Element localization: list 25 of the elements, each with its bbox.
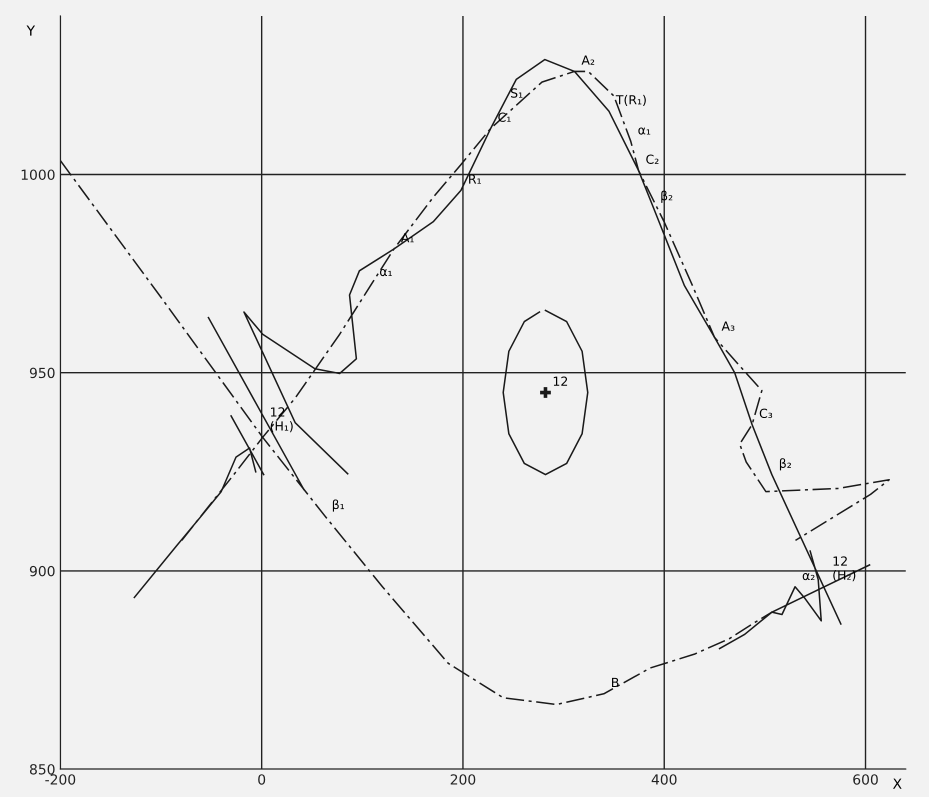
y-tick-label: 950 bbox=[30, 368, 55, 378]
annotation: R₁ bbox=[469, 174, 481, 184]
annotation: β₁ bbox=[332, 499, 344, 512]
annotation: T(R₁) bbox=[616, 94, 646, 106]
annotation: α₁ bbox=[380, 268, 392, 276]
annotation: B bbox=[612, 678, 618, 688]
annotation: A₃ bbox=[722, 322, 734, 331]
y-tick-label: 850 bbox=[30, 764, 55, 775]
x-tick-label: -200 bbox=[45, 774, 76, 785]
x-tick-label: 600 bbox=[853, 774, 878, 785]
annotation: S₁ bbox=[510, 88, 522, 98]
y-axis-title: Y bbox=[26, 26, 36, 36]
annotation: α₁ bbox=[638, 127, 650, 135]
annotation: α₂ bbox=[802, 573, 814, 580]
annotation: C₂ bbox=[646, 154, 658, 164]
x-tick-label: 400 bbox=[652, 774, 677, 785]
annotation: C₃ bbox=[760, 408, 772, 418]
x-axis-title: X bbox=[892, 778, 902, 789]
annotation: 12 bbox=[554, 376, 568, 386]
x-tick-label: 200 bbox=[450, 774, 476, 785]
y-tick-label: 900 bbox=[30, 566, 55, 576]
annotation: A₂ bbox=[582, 56, 594, 65]
x-tick-label: 0 bbox=[258, 774, 266, 785]
annotation: β₂ bbox=[780, 458, 791, 470]
y-tick-label: 1000 bbox=[22, 169, 55, 180]
